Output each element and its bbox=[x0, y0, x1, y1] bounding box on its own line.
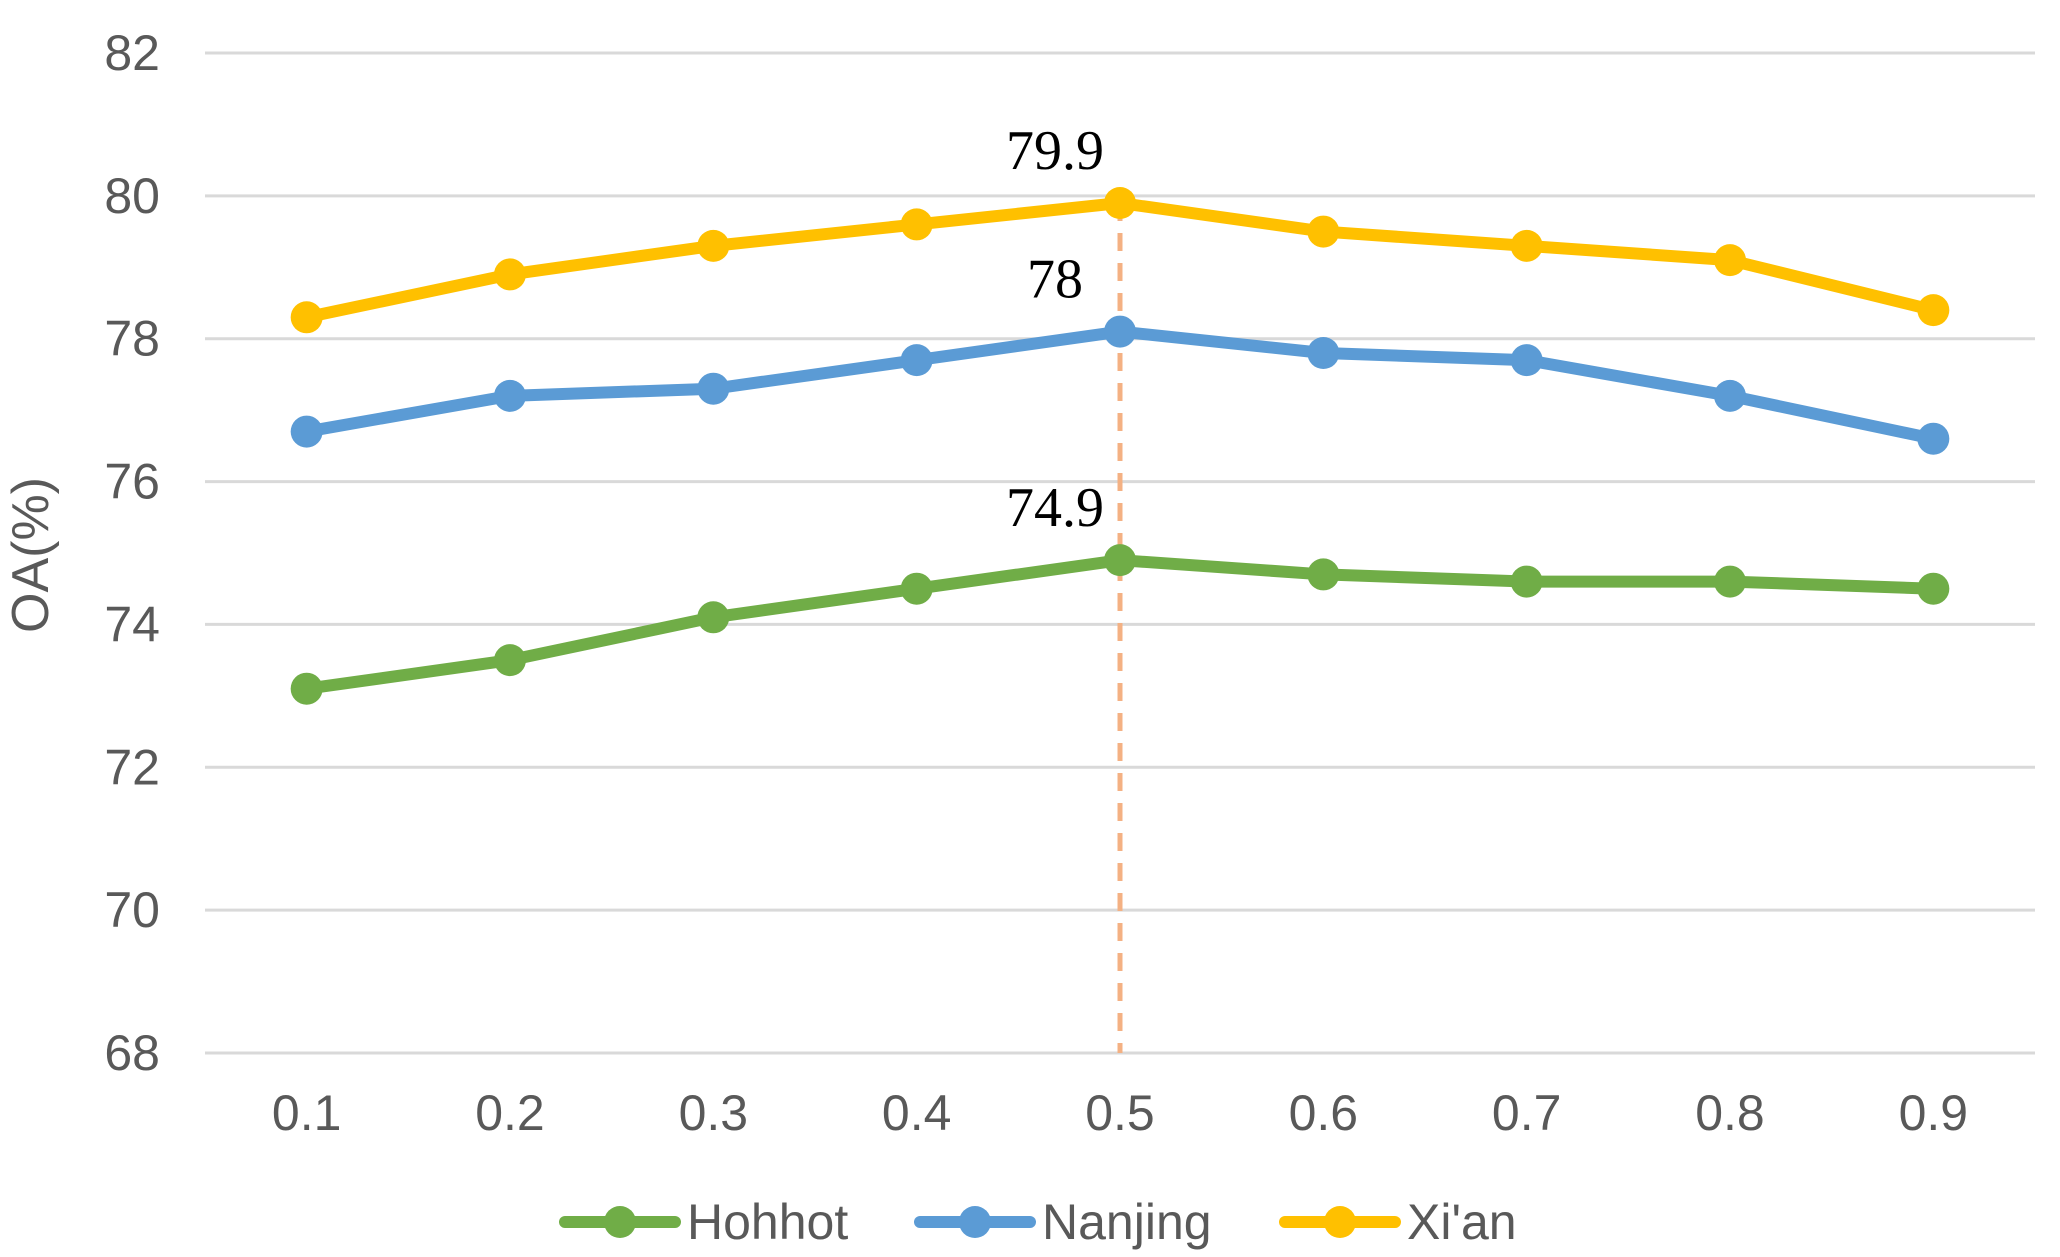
data-point bbox=[1104, 544, 1136, 577]
data-point bbox=[1714, 379, 1746, 412]
legend-item: Hohhot bbox=[559, 1194, 848, 1250]
series-hohhot bbox=[290, 544, 1950, 705]
y-tick-label: 82 bbox=[104, 25, 160, 81]
x-tick-label: 0.8 bbox=[1695, 1085, 1765, 1141]
data-point bbox=[1917, 294, 1950, 327]
data-point bbox=[1917, 572, 1950, 605]
series-layer bbox=[290, 187, 1950, 705]
y-tick-label: 70 bbox=[104, 882, 160, 938]
x-tick-label: 0.5 bbox=[1085, 1085, 1155, 1141]
data-point bbox=[1307, 558, 1340, 591]
legend-swatch-marker bbox=[1324, 1206, 1356, 1238]
x-tick-label: 0.7 bbox=[1492, 1085, 1562, 1141]
x-tick-label: 0.4 bbox=[882, 1085, 952, 1141]
data-point bbox=[900, 208, 933, 241]
data-point bbox=[1104, 315, 1136, 348]
x-tick-label: 0.3 bbox=[679, 1085, 749, 1141]
data-point bbox=[900, 572, 933, 605]
data-point bbox=[1307, 215, 1340, 248]
data-point bbox=[1714, 244, 1746, 277]
data-point bbox=[1510, 229, 1543, 262]
legend-swatch-marker bbox=[604, 1206, 636, 1238]
data-labels: 79.9 78 74.9 bbox=[1006, 120, 1104, 539]
data-point bbox=[697, 229, 730, 262]
data-point bbox=[494, 644, 526, 677]
x-tick-label: 0.1 bbox=[272, 1085, 342, 1141]
data-point bbox=[1307, 337, 1340, 369]
data-label: 78 bbox=[1027, 249, 1083, 311]
y-tick-label: 68 bbox=[104, 1025, 160, 1081]
legend-label: Nanjing bbox=[1042, 1194, 1212, 1250]
legend-item: Nanjing bbox=[914, 1194, 1212, 1250]
data-point bbox=[900, 344, 933, 377]
series-nanjing bbox=[290, 315, 1950, 455]
x-axis-tick-labels: 0.1 0.2 0.3 0.4 0.5 0.6 0.7 0.8 0.9 bbox=[272, 1085, 1968, 1141]
data-point bbox=[494, 379, 526, 412]
series-xi-an bbox=[290, 187, 1950, 334]
y-tick-label: 78 bbox=[104, 311, 160, 367]
y-tick-label: 76 bbox=[104, 454, 160, 510]
legend: Hohhot Nanjing Xi'an bbox=[559, 1194, 1517, 1250]
y-axis-title: OA(%) bbox=[2, 477, 60, 633]
data-point bbox=[290, 301, 323, 334]
data-point bbox=[290, 415, 323, 448]
legend-label: Hohhot bbox=[687, 1194, 848, 1250]
y-tick-label: 72 bbox=[104, 739, 160, 795]
data-point bbox=[494, 258, 526, 291]
data-point bbox=[697, 372, 730, 405]
x-tick-label: 0.9 bbox=[1899, 1085, 1969, 1141]
data-point bbox=[290, 672, 323, 705]
legend-swatch-marker bbox=[959, 1206, 991, 1238]
data-point bbox=[1714, 565, 1746, 598]
y-tick-label: 74 bbox=[104, 596, 160, 652]
data-point bbox=[1510, 565, 1543, 598]
data-point bbox=[697, 601, 730, 634]
data-point bbox=[1510, 344, 1543, 377]
data-point bbox=[1104, 187, 1136, 219]
legend-label: Xi'an bbox=[1407, 1194, 1517, 1250]
x-tick-label: 0.6 bbox=[1289, 1085, 1359, 1141]
y-axis-tick-labels: 68 70 72 74 76 78 80 82 bbox=[104, 25, 160, 1081]
y-tick-label: 80 bbox=[104, 168, 160, 224]
legend-item: Xi'an bbox=[1279, 1194, 1517, 1250]
x-tick-label: 0.2 bbox=[475, 1085, 545, 1141]
data-label: 79.9 bbox=[1006, 120, 1104, 182]
data-label: 74.9 bbox=[1006, 477, 1104, 539]
data-point bbox=[1917, 422, 1950, 455]
